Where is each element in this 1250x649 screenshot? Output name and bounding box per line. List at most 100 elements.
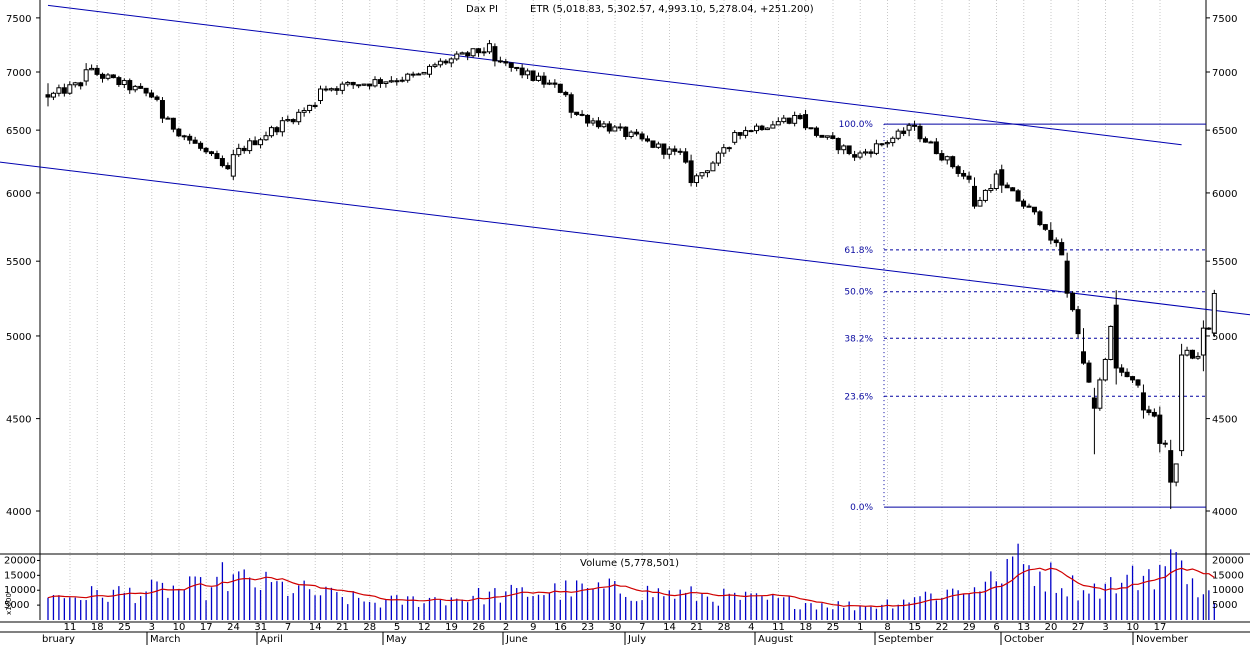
candle-body — [792, 114, 798, 124]
date-tick-label: 2 — [503, 622, 509, 633]
candle-body — [225, 165, 231, 170]
candle-body — [536, 75, 541, 81]
candle-body — [285, 119, 291, 122]
candle-body — [143, 87, 149, 94]
candle-body — [743, 130, 749, 136]
candle-body — [1021, 200, 1027, 207]
candle-body — [645, 138, 650, 142]
candle-body — [525, 70, 531, 76]
candle-body — [1200, 327, 1206, 356]
date-tick-label: 3 — [149, 622, 155, 633]
candle-body — [895, 130, 901, 139]
candle-body — [383, 81, 389, 84]
candle-body — [748, 130, 754, 133]
candle-body — [165, 117, 171, 120]
candle-body — [514, 66, 520, 69]
ohlc-header: ETR (5,018.83, 5,302.57, 4,993.10, 5,278… — [530, 4, 814, 15]
volume-tick-label-left: 20000 — [4, 555, 36, 566]
candle-body — [873, 143, 879, 154]
candle-body — [486, 43, 492, 53]
candle-body — [100, 73, 105, 79]
candle-body — [890, 137, 896, 144]
candle-body — [623, 126, 629, 137]
candle-body — [1004, 184, 1010, 189]
candle-body — [372, 79, 378, 87]
candle-body — [781, 117, 787, 123]
candle-body — [170, 117, 176, 130]
x-axis-ticks: 11 18 25 3 10 17 24 31 7 14 21 28 5 12 19 26 2 9 16 23 30 7 14… — [42, 622, 1189, 645]
y-tick-label-left: 4500 — [6, 415, 31, 426]
candle-body — [1042, 224, 1048, 230]
candle-body — [318, 88, 323, 102]
volume-title: Volume (5,778,501) — [580, 558, 679, 569]
candle-body — [683, 151, 689, 163]
date-tick-label: 18 — [799, 622, 812, 633]
candle-body — [650, 140, 656, 148]
candle-body — [852, 154, 858, 158]
candle-body — [1119, 367, 1125, 373]
candle-body — [1146, 409, 1152, 413]
candle-body — [323, 88, 329, 91]
candle-body — [944, 156, 950, 161]
date-tick-label: 10 — [1126, 622, 1139, 633]
y-axis-ticks: 4000 4000 4500 4500 5000 5000 5500 5500 6000 6000… — [4, 14, 1244, 611]
volume-tick-label-left: 5000 — [4, 600, 29, 611]
candle-body — [1026, 205, 1032, 208]
candle-body — [258, 139, 264, 146]
date-tick-label: 30 — [609, 622, 622, 633]
candle-body — [203, 147, 209, 153]
candle-body — [1031, 206, 1037, 213]
month-label: July — [627, 634, 646, 645]
candle-body — [1190, 349, 1195, 359]
candle-body — [181, 135, 187, 138]
y-tick-label-right: 7500 — [1212, 14, 1237, 25]
date-tick-label: 31 — [254, 622, 267, 633]
candle-body — [988, 188, 994, 191]
candle-body — [955, 166, 961, 174]
candle-body — [688, 160, 694, 184]
date-tick-label: 27 — [1072, 622, 1085, 633]
fib-label: 61.8% — [844, 246, 873, 256]
candle-body — [1211, 292, 1217, 334]
candle-body — [1124, 371, 1130, 378]
date-tick-label: 17 — [200, 622, 213, 633]
candle-body — [901, 130, 907, 134]
candle-body — [214, 153, 220, 160]
candle-body — [89, 67, 95, 71]
candle-body — [912, 124, 918, 127]
candle-body — [835, 137, 841, 151]
candle-body — [530, 70, 536, 81]
candle-body — [176, 128, 182, 137]
volume-unit-label: x1000 — [5, 593, 13, 615]
candle-body — [268, 127, 274, 137]
candle-body — [405, 73, 411, 81]
y-tick-label-right: 5500 — [1212, 257, 1237, 268]
candle-body — [1091, 397, 1097, 409]
candle-body — [448, 58, 454, 64]
y-tick-label-left: 6000 — [6, 189, 31, 200]
candle-body — [972, 185, 977, 207]
candle-body — [541, 75, 547, 85]
candle-body — [421, 71, 427, 75]
candle-body — [775, 121, 781, 126]
candle-body — [263, 135, 269, 141]
candle-body — [863, 151, 868, 154]
candle-body — [83, 69, 89, 82]
candle-body — [601, 123, 607, 128]
date-tick-label: 29 — [963, 622, 976, 633]
candle-body — [410, 73, 416, 76]
date-tick-label: 16 — [554, 622, 567, 633]
date-tick-label: 21 — [336, 622, 349, 633]
candle-body — [655, 143, 661, 148]
candle-body — [612, 126, 618, 132]
candle-body — [72, 82, 78, 86]
date-tick-label: 5 — [394, 622, 400, 633]
candle-body — [999, 169, 1005, 186]
trendline — [0, 161, 1250, 316]
candle-body — [230, 154, 236, 177]
candle-body — [557, 83, 563, 93]
y-tick-label-left: 4000 — [6, 507, 31, 518]
candle-body — [1206, 327, 1212, 330]
candle-body — [1130, 376, 1136, 381]
candle-body — [993, 173, 999, 190]
